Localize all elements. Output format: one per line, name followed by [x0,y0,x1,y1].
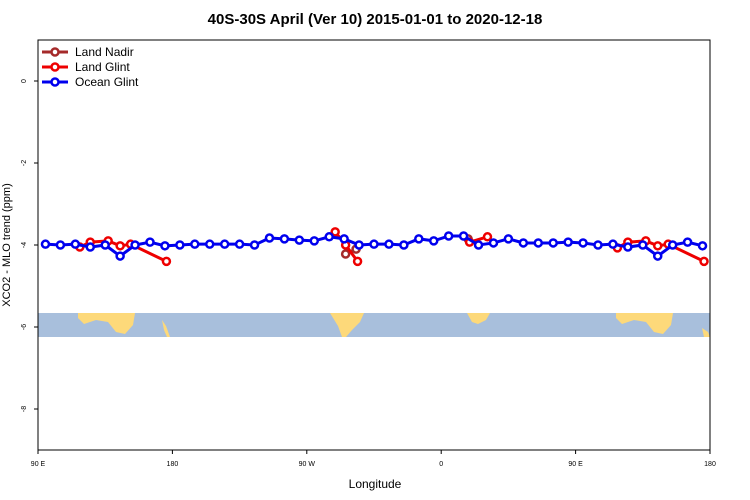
data-point [458,231,469,241]
x-tick-label: 180 [167,461,179,468]
data-point [40,239,51,249]
legend-marker [50,77,60,87]
legend-marker [50,47,60,57]
data-point [533,238,544,248]
data-point [369,239,379,249]
data-point [279,234,290,244]
data-point [294,235,305,245]
data-point [623,242,633,252]
data-point [219,239,230,249]
data-point [115,251,125,261]
data-point [667,240,678,250]
legend-label: Land Nadir [75,45,134,59]
data-point [204,239,215,249]
data-point [100,240,110,250]
y-tick-label: -6 [21,324,28,330]
data-point [340,249,351,259]
legend-label: Ocean Glint [75,75,139,89]
data-point [593,240,603,250]
x-tick-label: 90 W [299,461,316,468]
data-point [697,241,708,251]
data-point [264,233,275,243]
data-point [130,240,140,250]
data-point [339,234,349,244]
data-point [563,237,573,247]
chart-title: 40S-30S April (Ver 10) 2015-01-01 to 202… [208,11,543,28]
data-point [503,234,514,244]
data-point [518,238,529,248]
data-point [309,236,320,246]
x-tick-label: 180 [704,461,716,468]
data-point [384,239,394,249]
data-point [70,239,81,249]
data-point [161,256,172,267]
y-tick-label: -8 [21,406,28,412]
data-point [682,237,693,247]
data-point [55,240,66,250]
x-axis-label: Longitude [349,477,402,491]
data-point [145,237,155,247]
y-tick-label: -2 [21,160,28,166]
legend-label: Land Glint [75,60,130,74]
y-axis-label: XCO2 - MLO trend (ppm) [1,183,13,306]
data-point [234,239,245,249]
data-point [652,251,663,261]
data-point [473,240,484,250]
y-tick-label: 0 [21,79,28,83]
data-point [324,232,334,242]
x-tick-label: 90 E [568,461,583,468]
data-point [414,234,424,244]
data-point [428,236,439,246]
data-point [548,238,558,248]
data-point [175,240,185,250]
x-tick-label: 0 [439,461,443,468]
data-point [443,231,454,241]
data-point [638,240,648,250]
data-point [352,256,363,267]
data-point [488,238,499,248]
y-tick-label: -4 [21,242,28,248]
map-strip [38,313,710,337]
legend-marker [50,62,60,72]
data-point [160,241,170,251]
data-point [354,240,364,250]
data-point [608,239,618,249]
data-point [699,256,709,267]
data-point [652,241,663,251]
x-tick-label: 90 E [31,461,46,468]
data-point [399,240,409,250]
data-point [578,238,588,248]
data-point [190,239,200,249]
data-point [330,227,340,237]
data-point [249,240,260,250]
data-point [85,242,96,252]
data-point [482,232,493,242]
data-point [115,241,125,251]
